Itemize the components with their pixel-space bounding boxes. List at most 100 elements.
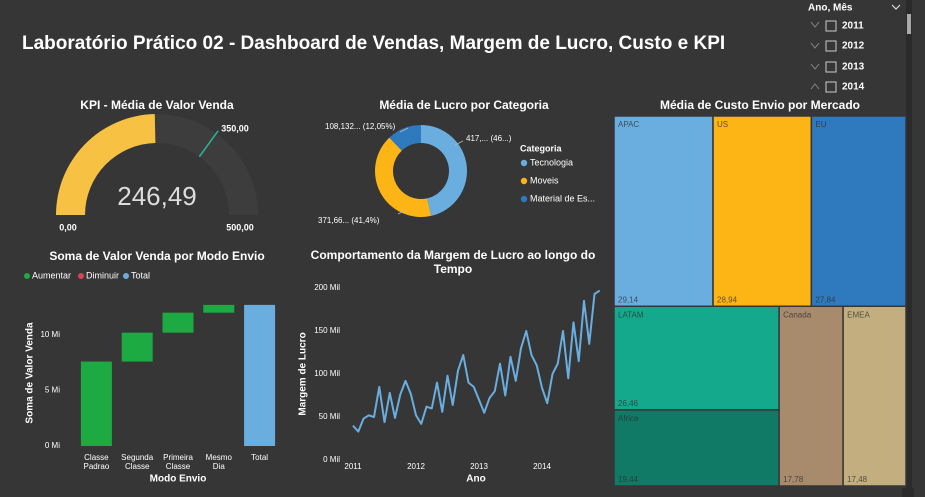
- data-label: 417,... (46...): [466, 134, 512, 143]
- y-tick-label: 100 Mil: [314, 369, 340, 378]
- x-tick-label-box: Segunda Classe: [121, 453, 154, 471]
- treemap-cell: [613, 409, 780, 487]
- treemap-cell: [810, 115, 907, 308]
- gauge-value: [56, 114, 156, 215]
- legend-label: Material de Es...: [530, 193, 595, 203]
- legend-label: Total: [131, 270, 150, 280]
- slicer-items: 2011 2012 2013 2014: [810, 20, 865, 93]
- chart-title-box: Comportamento da Margem de Lucro ao long…: [310, 248, 596, 276]
- legend-marker: [123, 273, 129, 279]
- legend-label: Tecnologia: [530, 157, 573, 167]
- treemap-cell: [613, 305, 780, 411]
- legend-label: Diminuir: [86, 270, 119, 280]
- y-tick-label: 0 Mil: [323, 455, 340, 464]
- leader-line: [399, 127, 409, 133]
- leader-line: [454, 140, 464, 146]
- x-tick-label-box: Classe Padrao: [83, 453, 110, 471]
- x-tick-label: Primeira Classe: [163, 453, 193, 471]
- treemap-cell: [842, 305, 907, 487]
- y-tick-label: 0 Mi: [45, 441, 60, 450]
- x-tick-label-box: Primeira Classe: [163, 453, 193, 471]
- collapse-icon[interactable]: [810, 83, 820, 90]
- chart-title: KPI - Média de Valor Venda: [80, 98, 234, 112]
- cell-value: 27,84: [815, 295, 836, 304]
- slicer-item[interactable]: 2014: [842, 82, 865, 93]
- x-axis-title: Modo Envio: [150, 474, 207, 485]
- scrollbar-track: [906, 0, 912, 497]
- gauge-target: [198, 130, 219, 158]
- legend-label: Aumentar: [32, 270, 71, 280]
- checkbox[interactable]: [825, 61, 837, 73]
- x-tick-label: Total: [251, 453, 269, 462]
- cell-value: 17,48: [847, 475, 868, 484]
- legend-marker: [520, 195, 528, 203]
- treemap-cell: [712, 115, 813, 308]
- slicer-item[interactable]: 2012: [842, 41, 865, 52]
- line: [352, 289, 601, 433]
- cell-label: Africa: [618, 414, 639, 423]
- bar: [244, 304, 276, 446]
- cell-label: APAC: [618, 120, 639, 129]
- slicer-chevron[interactable]: [891, 4, 901, 10]
- y-axis-title: Soma de Valor Venda: [25, 322, 36, 424]
- checkbox[interactable]: [825, 20, 837, 32]
- cell-label: EU: [815, 120, 826, 129]
- y-tick-label: 5 Mi: [45, 386, 60, 395]
- checkbox[interactable]: [825, 81, 837, 93]
- legend-marker: [520, 159, 528, 167]
- bar: [203, 304, 235, 313]
- donut-slice: [389, 125, 421, 151]
- chart-title: Soma de Valor Venda por Modo Envio: [49, 249, 264, 263]
- cell-label: EMEA: [847, 310, 870, 319]
- donut-slice: [375, 137, 432, 217]
- y-tick-label: 10 Mi: [40, 330, 60, 339]
- x-tick-label-box: Total: [251, 453, 269, 462]
- gauge-target-label: 350,00: [221, 123, 249, 133]
- cell-label: US: [717, 120, 728, 129]
- cell-value: 17,78: [783, 475, 804, 484]
- slicer-item[interactable]: 2011: [842, 21, 864, 32]
- cell-value: 28,94: [717, 295, 738, 304]
- cell-value: 29,14: [618, 295, 639, 304]
- y-axis-title: Margem de Lucro: [298, 332, 309, 415]
- legend-title: Categoria: [520, 143, 563, 153]
- chart-title: Comportamento da Margem de Lucro ao long…: [310, 248, 596, 276]
- checkbox[interactable]: [825, 40, 837, 52]
- treemap-cell: [613, 115, 714, 308]
- gauge-value-label: 246,49: [117, 181, 197, 211]
- x-tick-label: Classe Padrao: [83, 453, 110, 471]
- scrollbar-thumb[interactable]: [907, 14, 911, 34]
- gauge-max-label: 500,00: [226, 222, 254, 232]
- data-label: 108,132... (12,05%): [325, 122, 396, 131]
- leader-line: [397, 209, 407, 215]
- cell-value: 19,44: [618, 475, 639, 484]
- slicer-item[interactable]: 2013: [842, 62, 865, 73]
- y-tick-label: 50 Mil: [319, 412, 341, 421]
- x-axis-title: Ano: [466, 474, 485, 485]
- cell-value: 26,46: [618, 399, 639, 408]
- y-tick-label: 150 Mil: [314, 326, 340, 335]
- x-tick-label: Mesmo Dia: [205, 453, 232, 471]
- x-tick-label: Segunda Classe: [121, 453, 154, 471]
- x-tick-label: 2013: [470, 462, 488, 471]
- expand-icon[interactable]: [810, 42, 820, 49]
- legend-label: Moveis: [530, 175, 559, 185]
- cell-label: LATAM: [618, 310, 644, 319]
- bar: [80, 361, 112, 446]
- bar: [121, 332, 153, 362]
- scroll-down[interactable]: [902, 488, 914, 497]
- chart-title: Média de Lucro por Categoria: [379, 98, 549, 112]
- page-title: Laboratório Prático 02 - Dashboard de Ve…: [22, 33, 725, 54]
- gauge-min-label: 0,00: [59, 222, 77, 232]
- legend-marker: [78, 273, 84, 279]
- legend-marker: [24, 273, 30, 279]
- x-tick-label-box: Mesmo Dia: [205, 453, 232, 471]
- donut-slice: [421, 125, 468, 216]
- data-label: 371,66... (41,4%): [318, 216, 380, 225]
- x-tick-label: 2011: [344, 462, 362, 471]
- expand-icon[interactable]: [810, 21, 820, 28]
- expand-icon[interactable]: [810, 63, 820, 70]
- legend-marker: [520, 177, 528, 185]
- chart-title: Média de Custo Envio por Mercado: [660, 98, 860, 112]
